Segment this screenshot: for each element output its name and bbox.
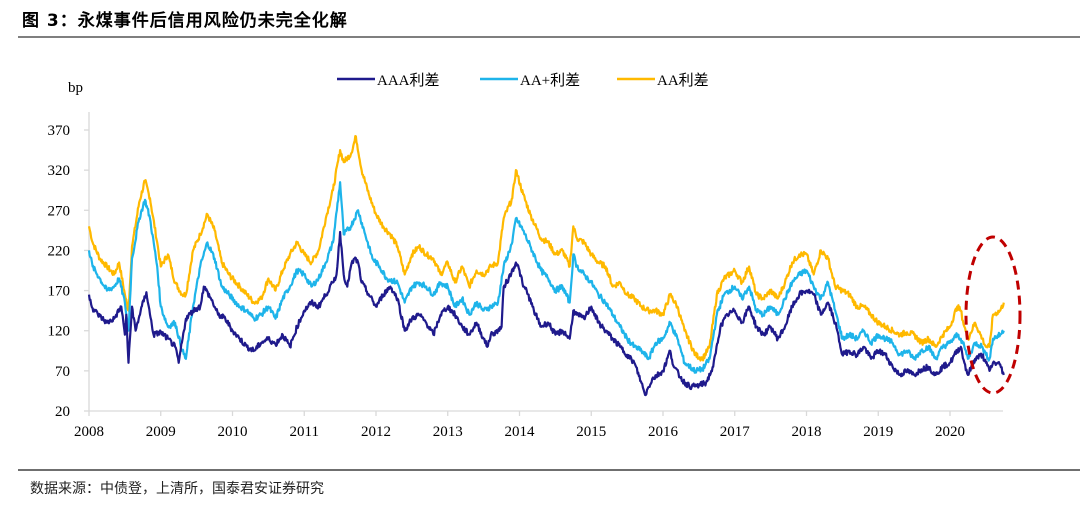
x-tick-label: 2016 [648, 424, 679, 440]
x-tick-label: 2015 [576, 424, 606, 440]
source-divider [18, 469, 1080, 471]
y-tick-label: 320 [48, 163, 71, 179]
series-layer [87, 135, 1005, 397]
x-tick-label: 2011 [290, 424, 319, 440]
y-tick-label: 120 [48, 324, 71, 340]
x-tick-label: 2008 [74, 424, 104, 440]
title-divider [18, 36, 1080, 38]
y-tick-label: 170 [48, 284, 71, 300]
legend-label: AA利差 [657, 72, 709, 89]
x-tick-label: 2012 [361, 424, 391, 440]
source-note: 数据来源：中债登，上清所，国泰君安证券研究 [30, 481, 324, 497]
series-line-AAA [87, 230, 1005, 397]
annotation-ellipse [964, 235, 1022, 395]
y-axis-label: bp [68, 80, 83, 96]
axes: 20 70 120 170 220 270 320 370 bp 2008 2009 2010 2011… [48, 80, 1003, 440]
legend-label: AA+利差 [520, 72, 580, 89]
legend: AAA利差 AA+利差 AA利差 [337, 72, 709, 89]
y-tick-label: 370 [48, 123, 71, 139]
y-tick-label: 220 [48, 243, 71, 259]
y-tick-label: 20 [55, 404, 70, 420]
x-tick-label: 2017 [720, 424, 751, 440]
x-tick-label: 2014 [505, 424, 536, 440]
x-tick-label: 2010 [218, 424, 248, 440]
y-tick-label: 270 [48, 203, 71, 219]
x-tick-label: 2020 [935, 424, 965, 440]
legend-label: AAA利差 [377, 72, 440, 89]
figure-title: 图 3：永煤事件后信用风险仍未完全化解 [22, 11, 348, 31]
y-tick-label: 70 [55, 364, 70, 380]
x-tick-label: 2013 [433, 424, 463, 440]
series-line-AA-plus [87, 181, 1005, 374]
x-tick-label: 2009 [146, 424, 176, 440]
x-tick-label: 2018 [792, 424, 822, 440]
series-line-AA [87, 135, 1005, 362]
x-tick-label: 2019 [863, 424, 893, 440]
